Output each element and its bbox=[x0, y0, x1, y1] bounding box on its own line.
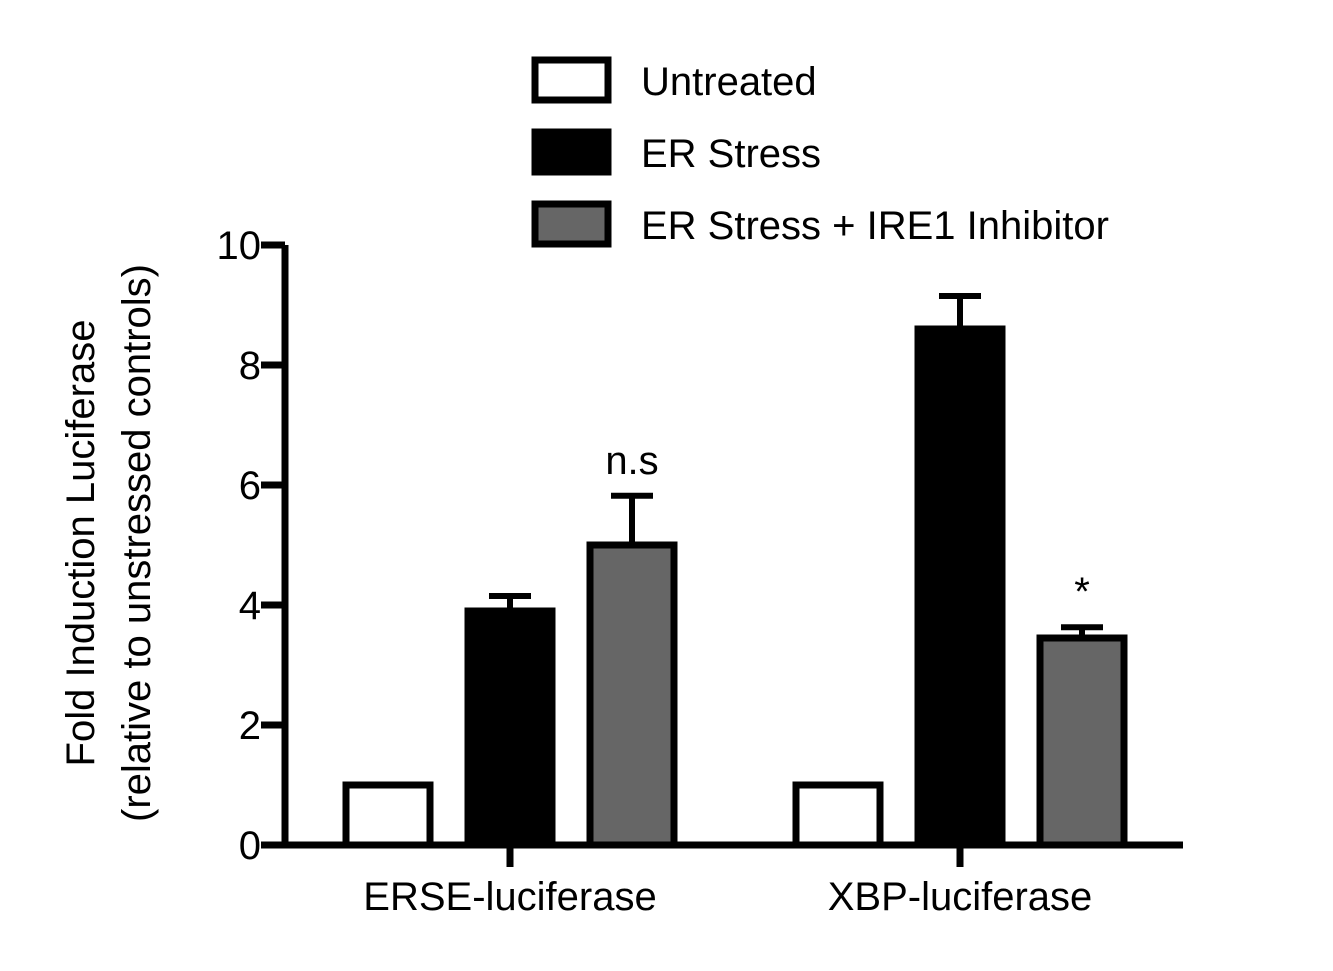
bar bbox=[342, 781, 434, 849]
y-tick-label: 2 bbox=[239, 704, 261, 748]
y-axis-label-line1: Fold Induction Luciferase bbox=[59, 320, 103, 767]
bar bbox=[792, 781, 884, 849]
axes: 0 2 4 6 8 10 ERSE-luciferase XBP-luciferase bbox=[217, 224, 1183, 919]
y-axis-label-line2: (relative to unstressed controls) bbox=[115, 264, 159, 822]
bar bbox=[586, 541, 678, 849]
legend-swatch bbox=[531, 56, 612, 104]
x-tick-label: XBP-luciferase bbox=[828, 875, 1093, 919]
y-tick-label: 0 bbox=[239, 824, 261, 868]
bars: n.s * bbox=[342, 293, 1128, 849]
legend-label: ER Stress bbox=[641, 132, 821, 176]
legend-swatch bbox=[531, 128, 612, 176]
bar bbox=[1036, 634, 1128, 849]
legend-swatch bbox=[531, 200, 612, 248]
x-tick-label: ERSE-luciferase bbox=[363, 875, 656, 919]
legend-label: Untreated bbox=[641, 60, 817, 104]
significance-label: n.s bbox=[605, 439, 658, 483]
y-tick-label: 10 bbox=[217, 224, 262, 268]
bar bbox=[914, 325, 1006, 849]
legend: Untreated ER Stress ER Stress + IRE1 Inhib… bbox=[531, 56, 1109, 248]
legend-label: ER Stress + IRE1 Inhibitor bbox=[641, 204, 1109, 248]
y-axis-label: Fold Induction Luciferase (relative to u… bbox=[59, 264, 159, 822]
y-tick-label: 8 bbox=[239, 344, 261, 388]
bar bbox=[464, 607, 556, 849]
significance-label: * bbox=[1074, 570, 1090, 614]
y-tick-label: 6 bbox=[239, 464, 261, 508]
y-tick-label: 4 bbox=[239, 584, 261, 628]
